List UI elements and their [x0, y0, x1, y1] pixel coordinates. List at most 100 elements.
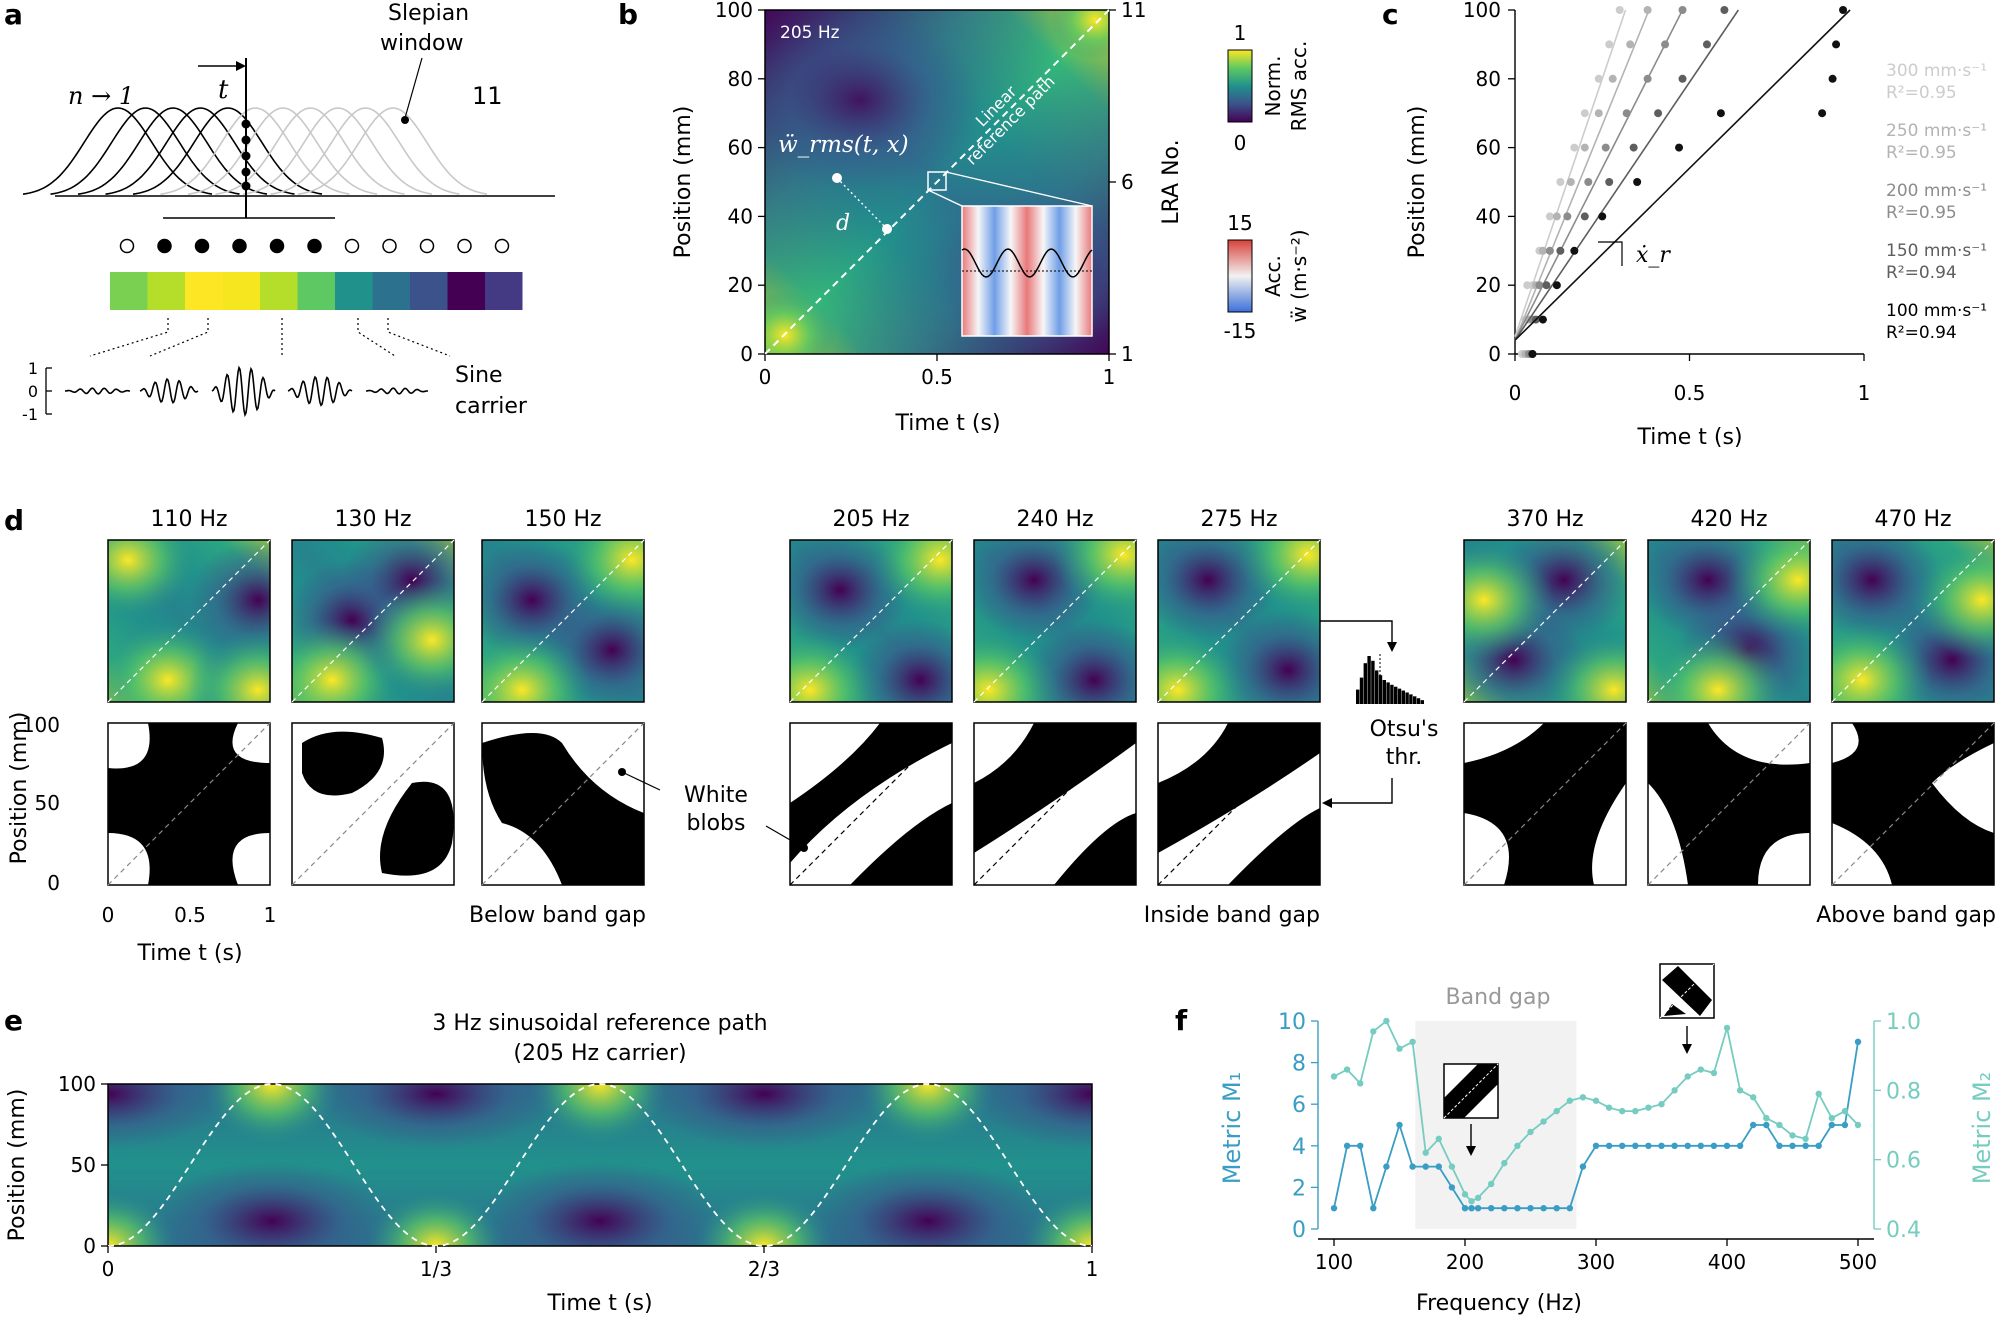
- f-point-M2-22: [1605, 1104, 1613, 1111]
- white-blobs-label-line2: blobs: [687, 811, 746, 836]
- rms-colorbar: [1227, 49, 1253, 123]
- binary-map-6: [1463, 722, 1627, 886]
- panel-c-ylabel: Position (mm): [1405, 106, 1430, 259]
- panel-e-ylabel: Position (mm): [5, 1089, 30, 1242]
- slepian-window-pointer: [404, 57, 423, 119]
- group-label-inside: Inside band gap: [1144, 903, 1320, 928]
- c-xtick-label-1: 0.5: [1674, 381, 1706, 405]
- binary-map-image-3: [790, 723, 952, 885]
- binary-map-frame-5: [1157, 722, 1321, 886]
- binary-map-path-2: [481, 722, 645, 886]
- f-point-M1-34: [1763, 1121, 1770, 1129]
- panel-b-heatmap: 205 Hz Linear reference path ẅ_rms(t, x)…: [671, 0, 1311, 436]
- f-point-M2-1: [1343, 1066, 1351, 1073]
- f-point-M2-11: [1468, 1198, 1475, 1205]
- f-point-M1-37: [1802, 1142, 1809, 1150]
- rms-map-path-7: [1647, 539, 1811, 703]
- distance-line: [836, 177, 888, 230]
- panel-b-ylabel: Position (mm): [671, 106, 696, 259]
- e-peak-blob-0: [202, 1084, 342, 1144]
- panel-c-plot: 0 0.5 1 0 20 40 60 80 100: [1463, 0, 1871, 405]
- f-point-M2-20: [1579, 1094, 1587, 1101]
- f-point-M2-29: [1697, 1066, 1705, 1073]
- panel-d-xlabel: Time t (s): [136, 941, 242, 966]
- color-cell-8: [372, 272, 410, 310]
- f-point-M2-26: [1658, 1101, 1665, 1108]
- slepian-window-curves: [22, 107, 488, 195]
- window-dot-3: [194, 238, 210, 254]
- window-dot-1: [119, 238, 135, 254]
- b-ytick-label-4: 80: [728, 67, 753, 91]
- zoom-box: [927, 171, 947, 191]
- f-point-M2-12: [1474, 1194, 1482, 1202]
- window-dot-7: [344, 238, 360, 254]
- c-legend-r2-4: R²=0.94: [1886, 323, 1957, 343]
- f-point-M1-25: [1645, 1142, 1652, 1150]
- e-xtick-label-1: 1/3: [420, 1257, 452, 1281]
- b-rtick-label-1: 6: [1121, 170, 1134, 194]
- hist-bar-15: [1413, 696, 1417, 704]
- c-point-0-11: [1615, 6, 1624, 14]
- binary-map-image-8: [1832, 723, 1994, 885]
- binary-map-frame-4: [973, 722, 1137, 886]
- c-point-4-3: [1570, 246, 1579, 255]
- panel-label-a: a: [4, 0, 23, 31]
- f-point-M2-24: [1632, 1107, 1639, 1115]
- e-xtick-label-2: 2/3: [748, 1257, 780, 1281]
- b-ytick-label-2: 40: [728, 204, 753, 228]
- f-point-M1-24: [1632, 1142, 1639, 1150]
- time-arrow-head: [236, 61, 246, 71]
- panel-d-ylabel: Position (mm): [7, 712, 32, 865]
- c-point-3-3: [1556, 246, 1565, 255]
- panel-d-subplots: 110 Hz 130 Hz 150 Hz 205 Hz 240 Hz 275 Hz 370 …: [107, 507, 1995, 886]
- f-point-M1-0: [1330, 1205, 1338, 1212]
- e-ytick-label-0: 0: [83, 1234, 96, 1258]
- hist-bar-11: [1397, 688, 1402, 704]
- cursor-dot-0: [241, 119, 251, 129]
- f-point-M2-2: [1357, 1080, 1364, 1087]
- color-strip: [110, 272, 523, 310]
- e-xtick-label-3: 1: [1086, 1257, 1099, 1281]
- color-cell-9: [410, 272, 448, 310]
- inset-thumb-inside: [1443, 1063, 1499, 1156]
- panel-label-d: d: [4, 504, 24, 537]
- f-ltick-label-2: 4: [1292, 1135, 1306, 1160]
- f-point-M1-6: [1409, 1163, 1416, 1170]
- binary-map-image-6: [1464, 723, 1626, 885]
- f-point-M1-31: [1723, 1142, 1731, 1150]
- f-point-M2-15: [1514, 1142, 1521, 1150]
- rms-colorbar-bottom: 0: [1234, 131, 1247, 155]
- f-point-M1-39: [1828, 1121, 1836, 1129]
- sinusoid-heatmap-image: [108, 1084, 1092, 1246]
- f-point-M1-27: [1671, 1142, 1678, 1150]
- c-point-3-9: [1702, 40, 1711, 49]
- f-point-M2-35: [1776, 1121, 1783, 1129]
- hist-bar-0: [1356, 689, 1360, 704]
- b-ytick-label-1: 20: [728, 273, 753, 297]
- panel-f-ylabel-right: Metric M₂: [1968, 1072, 1996, 1185]
- sine-wave-2: [211, 365, 276, 418]
- panel-b-axes: 0 0.5 1 0 20 40 60 80 100 1 6 11: [715, 0, 1147, 389]
- slepian-window-4: [105, 107, 295, 195]
- binary-map-image-0: [108, 723, 270, 885]
- rms-map-2: [481, 539, 645, 703]
- binary-map-frame-3: [789, 722, 953, 886]
- rms-map-frame-7: [1647, 539, 1811, 703]
- f-point-M1-18: [1553, 1205, 1560, 1212]
- f-xtick-label-1: 200: [1446, 1250, 1484, 1274]
- rms-map-path-5: [1157, 539, 1321, 703]
- binary-blob-1: [302, 731, 454, 876]
- f-point-M1-26: [1658, 1142, 1665, 1150]
- f-line-M2: [1333, 1019, 1859, 1203]
- rms-map-image-4: [974, 540, 1136, 702]
- c-point-4-5: [1633, 178, 1642, 186]
- c-point-0-8: [1580, 109, 1589, 118]
- slepian-window-5: [132, 107, 323, 195]
- rms-map-7: [1647, 539, 1811, 703]
- f-point-M1-14: [1501, 1205, 1508, 1212]
- c-legend-r2-1: R²=0.95: [1886, 143, 1957, 163]
- f-point-M1-35: [1776, 1142, 1783, 1150]
- panel-label-e: e: [4, 1004, 23, 1037]
- panel-b-xlabel: Time t (s): [894, 411, 1000, 436]
- binary-map-frame-2: [481, 722, 645, 886]
